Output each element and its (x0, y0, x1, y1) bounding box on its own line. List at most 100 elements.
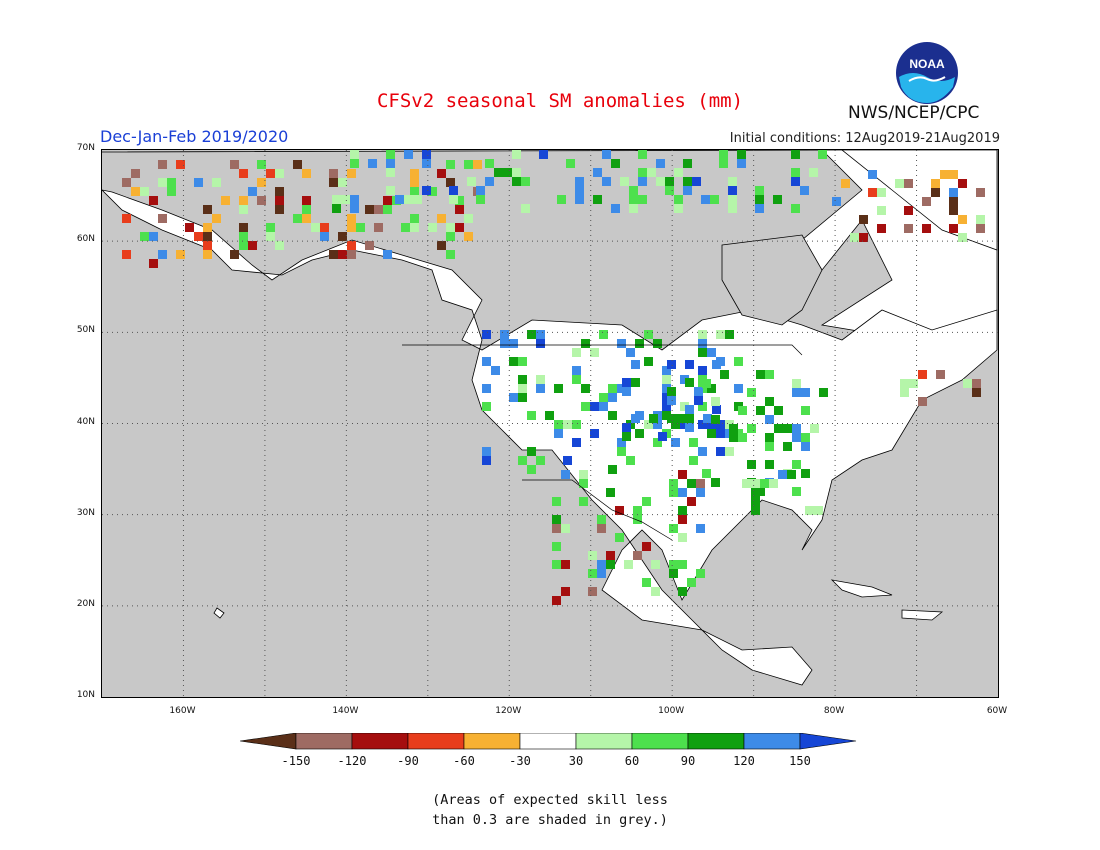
anomaly-cell (257, 196, 266, 205)
logo-text: NOAA (909, 57, 945, 71)
anomaly-cell (801, 442, 810, 451)
anomaly-cell (958, 233, 967, 242)
anomaly-cell (482, 402, 491, 411)
anomaly-cell (383, 196, 392, 205)
anomaly-cell (931, 188, 940, 197)
longitude-tick-label: 80W (823, 706, 845, 716)
latitude-tick-label: 40N (76, 416, 95, 427)
anomaly-cell (552, 497, 561, 506)
anomaly-cell (737, 150, 746, 159)
anomaly-cell (972, 388, 981, 397)
anomaly-cell (738, 406, 747, 415)
anomaly-cell (678, 470, 687, 479)
anomaly-cell (590, 402, 599, 411)
anomaly-cell (877, 188, 886, 197)
anomaly-cell (720, 370, 729, 379)
anomaly-cell (410, 214, 419, 223)
anomaly-cell (678, 515, 687, 524)
longitude-tick-label: 100W (658, 706, 685, 716)
anomaly-cell (590, 348, 599, 357)
anomaly-cell (509, 339, 518, 348)
anomaly-cell (561, 587, 570, 596)
anomaly-cell (662, 375, 671, 384)
anomaly-cell (678, 506, 687, 515)
anomaly-cell (347, 169, 356, 178)
anomaly-cell (410, 169, 419, 178)
anomaly-cell (572, 438, 581, 447)
anomaly-cell (895, 179, 904, 188)
anomaly-cell (792, 424, 801, 433)
anomaly-cell (491, 366, 500, 375)
anomaly-cell (561, 560, 570, 569)
anomaly-cell (597, 524, 606, 533)
anomaly-cell (755, 195, 764, 204)
anomaly-cell (329, 250, 338, 259)
anomaly-cell (386, 150, 395, 159)
anomaly-cell (642, 578, 651, 587)
anomaly-cell (716, 330, 725, 339)
anomaly-cell (949, 206, 958, 215)
anomaly-cell (678, 560, 687, 569)
longitude-tick-label: 140W (332, 706, 359, 716)
anomaly-cell (239, 169, 248, 178)
anomaly-cell (266, 223, 275, 232)
anomaly-cell (702, 469, 711, 478)
anomaly-cell (611, 204, 620, 213)
anomaly-cell (467, 177, 476, 186)
anomaly-cell (482, 357, 491, 366)
anomaly-cell (338, 250, 347, 259)
anomaly-cell (633, 506, 642, 515)
latitude-tick-label: 60N (76, 234, 95, 245)
anomaly-cell (787, 470, 796, 479)
anomaly-cell (685, 405, 694, 414)
anomaly-cell (122, 178, 131, 187)
anomaly-map (101, 149, 999, 698)
anomaly-cell (649, 414, 658, 423)
anomaly-cell (644, 420, 653, 429)
anomaly-cell (712, 360, 721, 369)
anomaly-cell (696, 488, 705, 497)
anomaly-cell (687, 479, 696, 488)
anomaly-cell (552, 524, 561, 533)
anomaly-cell (972, 379, 981, 388)
longitude-tick-label: 60W (986, 706, 1008, 716)
anomaly-cell (293, 160, 302, 169)
anomaly-cell (602, 177, 611, 186)
anomaly-cell (656, 177, 665, 186)
anomaly-cell (485, 159, 494, 168)
anomaly-cell (158, 160, 167, 169)
anomaly-cell (696, 569, 705, 578)
anomaly-cell (629, 186, 638, 195)
anomaly-cell (755, 204, 764, 213)
anomaly-cell (588, 551, 597, 560)
anomaly-cell (696, 479, 705, 488)
anomaly-cell (579, 497, 588, 506)
anomaly-cell (527, 411, 536, 420)
anomaly-cell (633, 551, 642, 560)
anomaly-cell (552, 515, 561, 524)
anomaly-cell (329, 178, 338, 187)
anomaly-cell (674, 195, 683, 204)
anomaly-cell (683, 177, 692, 186)
anomaly-cell (792, 460, 801, 469)
anomaly-cell (350, 195, 359, 204)
longitude-tick-label: 160W (169, 706, 196, 716)
anomaly-cell (518, 357, 527, 366)
anomaly-cell (729, 433, 738, 442)
anomaly-cell (239, 232, 248, 241)
anomaly-cell (685, 378, 694, 387)
anomaly-cell (728, 204, 737, 213)
anomaly-cell (341, 195, 350, 204)
anomaly-cell (819, 388, 828, 397)
anomaly-cell (698, 339, 707, 348)
anomaly-cell (631, 378, 640, 387)
legend-label: 30 (569, 754, 583, 768)
cuba (830, 579, 893, 598)
anomaly-cell (747, 388, 756, 397)
anomaly-cell (680, 402, 689, 411)
anomaly-cell (338, 178, 347, 187)
anomaly-cell (653, 339, 662, 348)
anomaly-cell (527, 465, 536, 474)
anomaly-cell (669, 524, 678, 533)
anomaly-cell (662, 402, 671, 411)
